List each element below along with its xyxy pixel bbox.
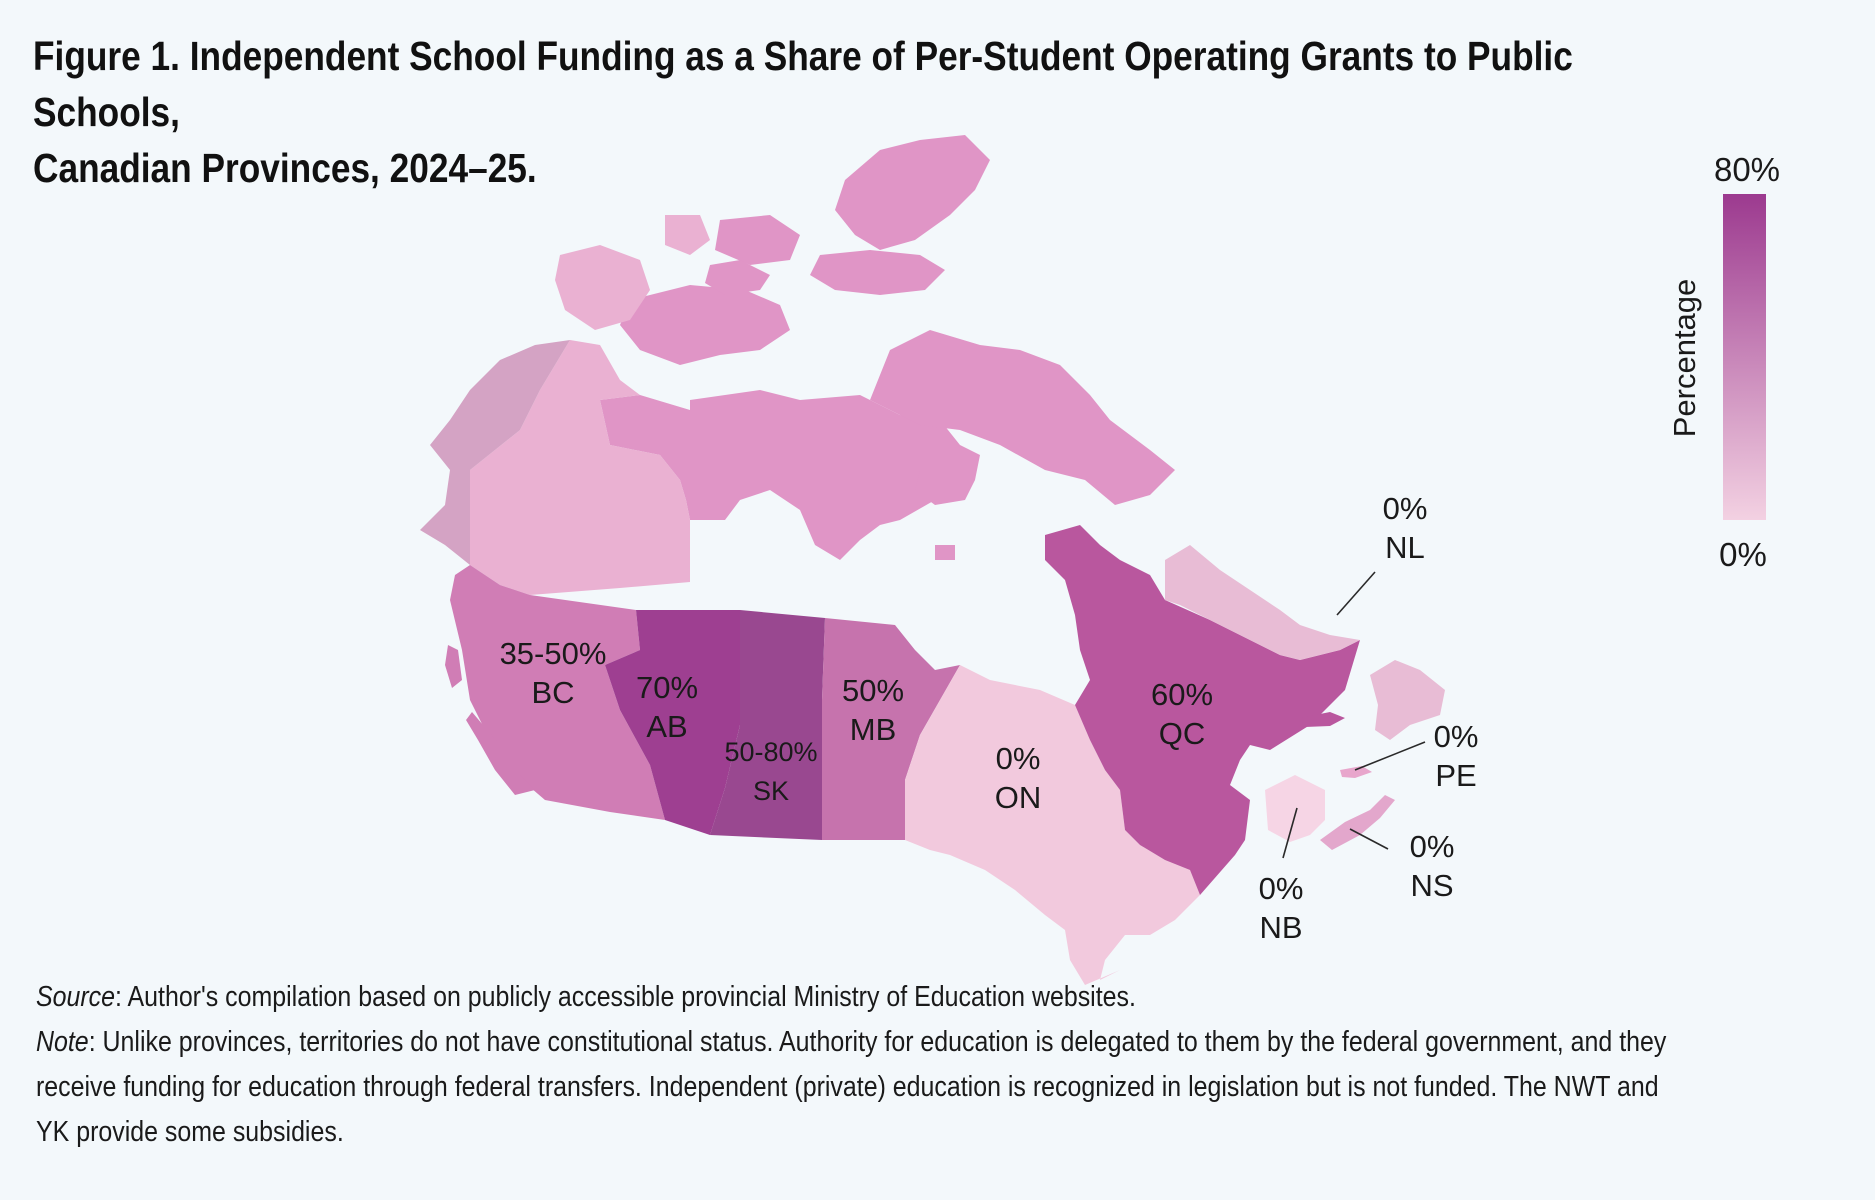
region-nl-labrador [1165,545,1360,660]
label-nl-abbr: NL [1385,530,1425,565]
leader-line-ns [1349,828,1389,850]
label-on: 0% ON [995,741,1042,815]
label-ab-value: 70% [636,670,698,705]
region-nu-central-islands [715,215,800,265]
region-nu-devon-island [810,250,945,295]
figure-title-line-1: Figure 1. Independent School Funding as … [33,33,1573,135]
leader-lines [1282,571,1426,859]
region-nu-western-islands [705,260,770,295]
label-qc-abbr: QC [1159,716,1206,751]
label-bc-value: 35-50% [500,636,607,671]
region-on [905,665,1200,985]
label-on-value: 0% [996,741,1041,776]
region-labels: 35-50% BC 70% AB 50-80% SK 50% MB 0% ON 60% QC… [500,491,1479,945]
legend-min-label: 0% [1719,536,1767,573]
label-qc-value: 60% [1151,677,1213,712]
label-sk: 50-80% SK [724,737,817,806]
label-ns-abbr: NS [1410,868,1453,903]
region-nu-victoria-island [620,285,790,365]
region-nu-baffin-island [870,330,1175,505]
region-bc-vancouver-island [466,712,535,795]
source-line: Source: Author's compilation based on pu… [36,975,1799,1020]
label-nl: 0% NL [1383,491,1428,565]
region-nu-ellesmere-island [835,135,990,250]
region-ab [605,610,740,835]
label-sk-abbr: SK [753,776,789,806]
note-label: Note [36,1026,89,1058]
region-nt-banks-island [555,245,650,330]
region-nt [470,215,710,595]
label-nb: 0% NB [1259,871,1304,945]
region-nl-newfoundland-island [1370,660,1445,740]
label-mb: 50% MB [842,673,904,747]
label-pe-value: 0% [1434,719,1479,754]
label-on-abbr: ON [995,780,1042,815]
region-nl [1165,545,1445,740]
label-nb-abbr: NB [1259,910,1302,945]
label-qc: 60% QC [1151,677,1213,751]
region-nu-southampton-island [915,465,975,505]
region-bc [445,565,665,820]
label-sk-value: 50-80% [724,737,817,767]
label-bc-abbr: BC [531,675,574,710]
label-ab: 70% AB [636,670,698,744]
region-nt-mainland [470,340,690,595]
note-line-1: Note: Unlike provinces, territories do n… [36,1020,1799,1065]
region-sk [710,610,825,840]
source-label: Source [36,981,116,1013]
legend-max-label: 80% [1714,151,1780,188]
leader-line-nb [1282,807,1298,859]
label-bc: 35-50% BC [500,636,607,710]
region-qc [1045,525,1360,895]
label-nl-value: 0% [1383,491,1428,526]
source-text: : Author's compilation based on publicly… [115,981,1136,1013]
label-ns: 0% NS [1410,829,1455,903]
label-nb-value: 0% [1259,871,1304,906]
figure-title-line-2: Canadian Provinces, 2024–25. [33,145,537,191]
region-nu [600,135,1175,560]
region-mb [822,618,960,840]
region-nu-mainland [600,390,980,560]
note-text-1: : Unlike provinces, territories do not h… [88,1026,1667,1058]
region-ns [1320,795,1395,850]
region-pe [1340,766,1372,778]
region-qc-mainland [1045,525,1360,895]
label-ns-value: 0% [1410,829,1455,864]
region-nb [1265,775,1325,842]
label-mb-value: 50% [842,673,904,708]
label-pe: 0% PE [1434,719,1479,793]
region-nu-belcher-islands [935,545,955,560]
region-qc-anticosti-island [1300,712,1345,727]
label-ab-abbr: AB [646,709,687,744]
legend-axis-label: Percentage [1667,279,1702,438]
region-nt-northern-islands [665,215,710,255]
color-legend: 80% 0% Percentage [1667,151,1780,573]
label-mb-abbr: MB [850,712,897,747]
region-yt [420,340,570,565]
legend-gradient-bar [1723,194,1766,520]
note-line-3: YK provide some subsidies. [36,1116,344,1148]
region-bc-haida-gwaii [445,645,462,688]
figure-notes: Source: Author's compilation based on pu… [36,975,1799,1155]
figure-title: Figure 1. Independent School Funding as … [33,28,1581,196]
note-line-2: receive funding for education through fe… [36,1071,1659,1103]
label-pe-abbr: PE [1435,758,1476,793]
leader-line-pe [1354,741,1426,771]
leader-line-nl [1336,571,1376,616]
